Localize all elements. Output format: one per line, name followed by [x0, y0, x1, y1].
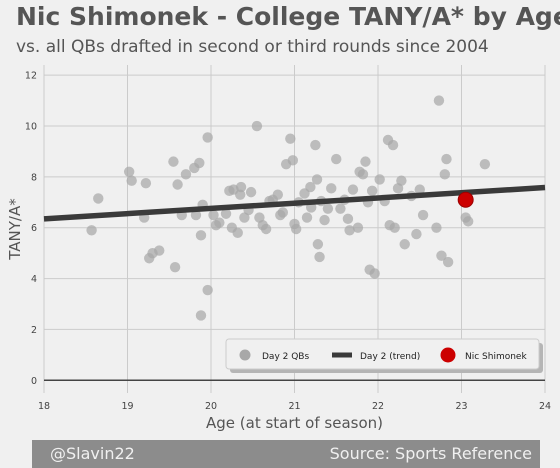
- day2-qb-point: [169, 261, 181, 273]
- day2-qb-point: [433, 95, 445, 106]
- legend-day2-label: Day 2 QBs: [262, 352, 309, 362]
- day2-qb-point: [154, 245, 165, 256]
- x-tick-label: 18: [38, 401, 50, 412]
- legend-highlight-marker: [440, 347, 456, 363]
- day2-qb-point: [442, 256, 454, 268]
- y-tick-label: 0: [31, 376, 37, 387]
- x-tick-label: 22: [372, 401, 384, 412]
- day2-qb-point: [374, 174, 385, 185]
- day2-qb-point: [168, 156, 179, 167]
- day2-qb-point: [305, 181, 316, 193]
- day2-qb-point: [314, 251, 325, 263]
- day2-qb-point: [260, 223, 272, 235]
- highlight-point: [457, 191, 474, 208]
- day2-qb-point: [220, 208, 232, 219]
- day2-qb-point: [214, 217, 225, 228]
- day2-qb-point: [322, 203, 334, 214]
- day2-qb-point: [311, 174, 323, 185]
- day2-qb-point: [411, 228, 422, 240]
- chart-subtitle: vs. all QBs drafted in second or third r…: [16, 37, 489, 57]
- day2-qb-point: [251, 120, 263, 132]
- day2-qb-point: [290, 223, 302, 235]
- legend-trend-label: Day 2 (trend): [360, 352, 420, 362]
- day2-qb-point: [126, 175, 137, 186]
- day2-qb-point: [195, 230, 207, 241]
- day2-qb-point: [235, 181, 247, 193]
- y-axis-label: TANY/A*: [6, 198, 24, 261]
- day2-qb-point: [202, 284, 213, 296]
- day2-qb-point: [342, 213, 354, 225]
- day2-qb-point: [441, 153, 452, 165]
- footer-bar: @Slavin22 Source: Sports Reference: [32, 440, 540, 468]
- day2-qb-point: [414, 184, 425, 195]
- day2-qb-point: [172, 179, 183, 190]
- day2-qb-point: [239, 212, 250, 223]
- x-tick-label: 19: [121, 401, 133, 412]
- day2-qb-point: [369, 268, 380, 279]
- day2-qb-point: [326, 183, 337, 194]
- day2-qb-point: [479, 158, 491, 170]
- legend-day2-marker: [239, 349, 251, 361]
- day2-qb-point: [195, 310, 207, 321]
- day2-qb-point: [436, 250, 447, 261]
- day2-qb-point: [287, 155, 299, 166]
- x-tick-label: 24: [539, 401, 551, 412]
- day2-qb-point: [194, 157, 205, 169]
- legend-box: [225, 338, 540, 370]
- day2-qb-point: [366, 185, 378, 197]
- day2-qb-point: [396, 175, 407, 186]
- day2-qb-point: [245, 186, 257, 198]
- day2-qb-point: [399, 239, 410, 250]
- day2-qb-point: [190, 209, 202, 221]
- day2-qb-point: [319, 214, 330, 226]
- credit-text: @Slavin22: [50, 444, 135, 463]
- day2-qb-point: [312, 239, 324, 250]
- y-tick-label: 12: [25, 71, 37, 82]
- day2-qb-point: [352, 222, 364, 233]
- x-tick-label: 20: [205, 401, 217, 412]
- day2-qb-point: [140, 178, 152, 189]
- y-tick-label: 8: [31, 172, 37, 183]
- day2-qb-point: [301, 212, 313, 223]
- day2-qb-point: [360, 156, 371, 167]
- day2-qb-point: [431, 222, 442, 233]
- day2-qb-point: [387, 139, 399, 151]
- legend: Day 2 QBs Day 2 (trend) Nic Shimonek: [225, 338, 543, 373]
- day2-qb-point: [389, 222, 400, 233]
- day2-qb-point: [344, 225, 355, 236]
- y-tick-label: 4: [31, 274, 37, 285]
- y-tick-label: 2: [31, 325, 37, 336]
- day2-qb-point: [208, 209, 219, 221]
- day2-qb-point: [235, 189, 246, 200]
- y-tick-label: 10: [25, 122, 37, 133]
- day2-qb-point: [417, 209, 429, 221]
- y-tick-label: 6: [31, 223, 37, 234]
- chart-title: Nic Shimonek - College TANY/A* by Age: [16, 2, 560, 31]
- day2-qb-point: [357, 169, 369, 180]
- x-tick-label: 21: [288, 401, 300, 412]
- day2-qb-point: [272, 189, 283, 200]
- trend-line: [43, 184, 546, 222]
- day2-qb-point: [93, 193, 104, 204]
- day2-qb-point: [202, 132, 213, 143]
- day2-qb-point: [232, 227, 243, 239]
- legend-highlight-label: Nic Shimonek: [465, 352, 527, 362]
- day2-qb-point: [439, 169, 450, 180]
- source-text: Source: Sports Reference: [329, 444, 532, 463]
- day2-qb-point: [123, 166, 135, 177]
- day2-qb-point: [285, 133, 296, 144]
- day2-qb-point: [331, 153, 342, 165]
- day2-qb-point: [335, 203, 346, 214]
- day2-qb-point: [347, 184, 359, 195]
- day2-qb-point: [277, 207, 289, 218]
- x-axis-label: Age (at start of season): [206, 414, 383, 432]
- day2-qb-point: [462, 216, 474, 227]
- day2-qb-point: [310, 139, 321, 151]
- day2-qb-point: [86, 225, 97, 236]
- day2-qb-point: [180, 169, 192, 180]
- x-tick-label: 23: [455, 401, 467, 412]
